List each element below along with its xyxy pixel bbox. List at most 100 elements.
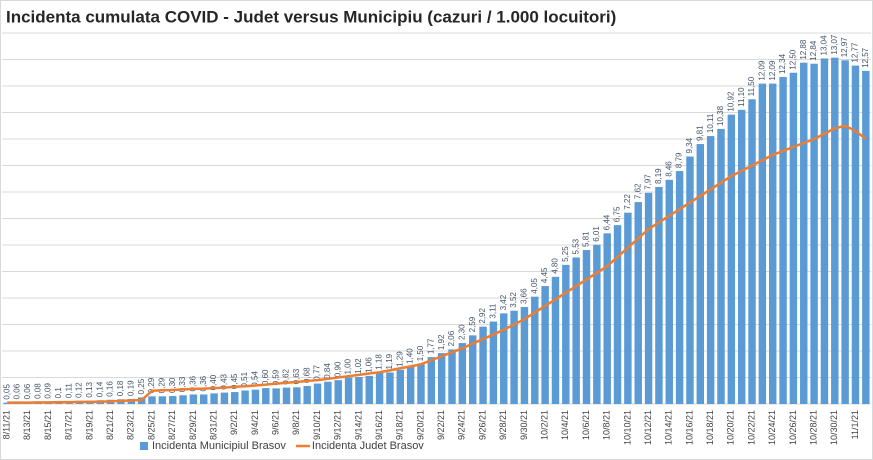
bar (344, 377, 353, 404)
bar (748, 99, 756, 404)
data-label: 6,01 (592, 226, 601, 242)
data-label: 0,40 (209, 374, 218, 390)
data-label: 0,29 (157, 377, 166, 393)
bar (437, 353, 446, 404)
data-label: 0,84 (323, 363, 332, 379)
data-label: 0,63 (292, 368, 301, 384)
data-label: 8,46 (664, 161, 673, 177)
x-tick-label: 10/10/21 (622, 410, 632, 445)
data-label: 12,88 (799, 39, 808, 60)
data-label: 0,36 (188, 375, 197, 391)
bar (272, 388, 280, 404)
data-label: 1,29 (395, 351, 404, 367)
bar (768, 83, 777, 405)
bar (779, 76, 787, 405)
data-label: 12,34 (778, 53, 787, 74)
chart-title: Incidenta cumulata COVID - Judet versus … (6, 7, 616, 26)
x-tick-label: 10/16/21 (684, 410, 694, 445)
data-label: 4,80 (551, 258, 560, 274)
data-label: 10,11 (706, 113, 715, 133)
bar (593, 244, 601, 404)
data-label: 1,02 (354, 358, 363, 374)
bar (665, 179, 673, 404)
x-tick-label: 9/24/21 (457, 410, 467, 440)
bar (831, 57, 839, 405)
data-label: 12,77 (851, 42, 860, 63)
data-label: 3,11 (489, 303, 498, 319)
bar (489, 321, 498, 404)
bar (675, 171, 684, 404)
data-label: 1,19 (385, 353, 394, 369)
bar (500, 313, 508, 404)
data-label: 0,51 (240, 371, 249, 387)
bar (158, 396, 167, 404)
x-tick-label: 9/6/21 (271, 410, 281, 435)
data-label: 11,10 (737, 87, 746, 107)
data-label: 3,66 (520, 288, 529, 304)
bar (562, 264, 570, 404)
bar (210, 393, 218, 404)
bar (468, 335, 477, 404)
bar (324, 381, 332, 404)
x-tick-label: 10/8/21 (602, 410, 612, 440)
x-tick-label: 8/27/21 (167, 410, 177, 440)
data-label: 0,77 (313, 364, 322, 380)
data-label: 12,57 (861, 47, 870, 68)
bar (386, 372, 394, 404)
bar (727, 114, 736, 405)
bar (458, 343, 467, 404)
bar (603, 233, 611, 404)
data-label: 12,50 (789, 49, 798, 70)
legend-label: Incidenta Judet Brasov (312, 440, 424, 452)
x-tick-label: 9/18/21 (395, 410, 405, 440)
x-tick-label: 10/4/21 (560, 410, 570, 440)
x-tick-label: 10/28/21 (808, 410, 818, 445)
bar (479, 326, 487, 404)
bar (448, 349, 456, 404)
bar (613, 225, 622, 404)
bar (375, 372, 384, 404)
bar (851, 65, 860, 404)
x-tick-label: 9/12/21 (333, 410, 343, 440)
data-label: 8,79 (675, 152, 684, 168)
data-label: 0,59 (271, 369, 280, 385)
bar (634, 202, 642, 404)
data-label: 0,33 (178, 376, 187, 392)
bar (520, 307, 529, 404)
data-label: 0,30 (168, 377, 177, 393)
data-label: 6,75 (613, 206, 622, 222)
bar (417, 364, 425, 404)
bar (282, 387, 291, 404)
bar (148, 396, 156, 404)
data-label: 0,18 (116, 380, 125, 396)
bar (686, 156, 694, 404)
data-label: 4,45 (540, 267, 549, 283)
data-label: 7,97 (644, 174, 653, 190)
data-label: 0,05 (2, 384, 11, 400)
data-label: 12,84 (809, 40, 818, 61)
x-tick-label: 8/19/21 (84, 410, 94, 440)
data-label: 0,36 (199, 375, 208, 391)
bar (251, 389, 260, 404)
data-label: 6,44 (602, 214, 611, 230)
data-label: 13,04 (820, 35, 829, 56)
x-tick-label: 8/31/21 (208, 410, 218, 440)
legend: Incidenta Municipiul Brasov Incidenta Jud… (140, 440, 424, 452)
data-label: 0,12 (75, 382, 84, 398)
data-label: 0,06 (23, 383, 32, 399)
data-label: 10,38 (716, 105, 725, 126)
bar (717, 128, 725, 404)
data-label: 1,06 (364, 357, 373, 373)
bar (541, 286, 549, 404)
legend-label: Incidenta Municipiul Brasov (152, 440, 286, 452)
x-tick-label: 9/26/21 (477, 410, 487, 440)
bar (355, 376, 363, 404)
bar (293, 387, 301, 404)
data-label: 0,19 (126, 380, 135, 396)
x-tick-label: 10/20/21 (726, 410, 736, 445)
bar (789, 72, 798, 404)
bar (551, 276, 560, 404)
data-label: 0,68 (302, 367, 311, 383)
